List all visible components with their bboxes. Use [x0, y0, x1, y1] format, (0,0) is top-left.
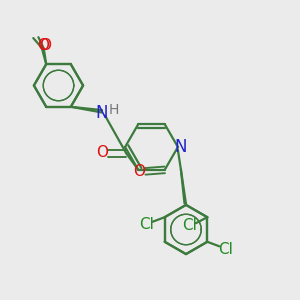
Text: O: O: [39, 38, 51, 53]
Text: N: N: [174, 138, 187, 156]
Text: H: H: [109, 103, 119, 116]
Text: O: O: [96, 145, 108, 160]
Text: Cl: Cl: [182, 218, 197, 233]
Text: O: O: [133, 164, 145, 179]
Text: Cl: Cl: [218, 242, 233, 257]
Text: N: N: [96, 103, 108, 122]
Text: O: O: [37, 38, 49, 53]
Text: Cl: Cl: [139, 217, 154, 232]
